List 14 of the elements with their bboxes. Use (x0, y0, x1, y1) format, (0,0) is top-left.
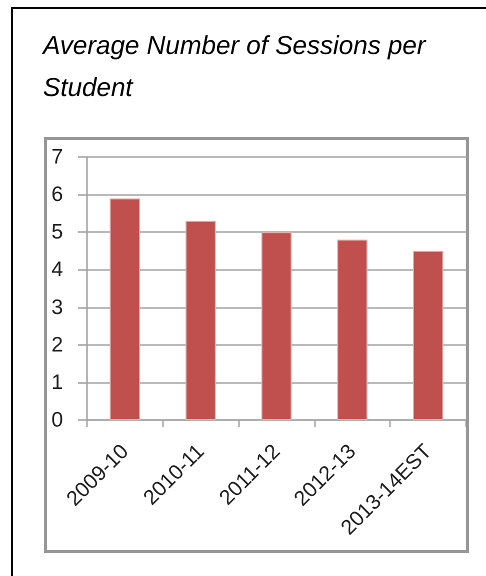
y-tick-label: 3 (51, 296, 63, 319)
y-tick-label: 2 (51, 333, 63, 356)
y-tick-label: 7 (51, 146, 63, 168)
y-tick-label: 6 (51, 183, 63, 206)
y-tick-label: 0 (51, 408, 63, 432)
bar (110, 198, 140, 420)
bar (412, 250, 444, 420)
bar (337, 240, 368, 420)
y-tick-label: 5 (51, 220, 63, 244)
bar (261, 232, 292, 420)
chart-title: Average Number of Sessions per Student (43, 29, 428, 104)
bar (186, 220, 216, 420)
y-tick-label: 4 (51, 258, 64, 282)
y-tick-label: 1 (51, 370, 63, 394)
